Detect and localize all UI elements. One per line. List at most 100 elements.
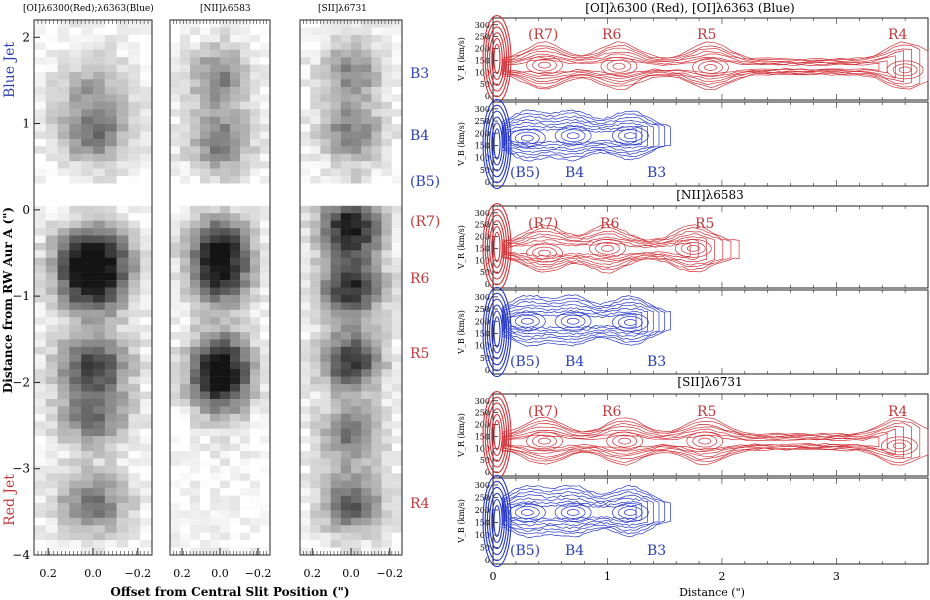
strip-cell: [93, 242, 106, 251]
strip-cell: [200, 346, 211, 355]
strip-cell: [69, 228, 82, 236]
strip-cell: [320, 250, 331, 258]
strip-cell: [45, 34, 58, 43]
strip-cell: [200, 20, 211, 28]
strip-cell: [81, 168, 94, 177]
strip-cell: [381, 146, 393, 154]
strip-cell: [381, 428, 393, 437]
v-tick-label: 50: [480, 544, 490, 553]
strip-cell: [371, 265, 382, 273]
strip-cell: [190, 131, 201, 140]
strip-cell: [128, 465, 141, 474]
strip-cell: [116, 272, 129, 281]
strip-cell: [230, 190, 241, 199]
strip-cell: [250, 146, 261, 154]
strip-cell: [116, 384, 129, 392]
strip-cell: [320, 458, 331, 467]
strip-cell: [230, 339, 241, 348]
strip-cell: [260, 339, 271, 348]
knot-contour: [892, 63, 918, 77]
strip-cell: [170, 488, 181, 496]
strip-cell: [180, 503, 191, 511]
strip-cell: [371, 124, 382, 132]
strip-cell: [69, 131, 82, 140]
strip-cell: [240, 428, 251, 437]
strip-cell: [230, 183, 241, 192]
strip-cell: [340, 198, 352, 206]
strip-cell: [180, 34, 191, 43]
v-tick-label: 250: [475, 305, 490, 314]
strip-cell: [361, 451, 372, 459]
strip-cell: [391, 146, 403, 154]
strip-cell: [381, 86, 393, 95]
strip-cell: [128, 198, 141, 206]
strip-cell: [81, 399, 94, 407]
strip-cell: [330, 324, 342, 333]
strip-cell: [170, 138, 181, 147]
strip-cell: [104, 540, 117, 548]
strip-cell: [391, 49, 403, 58]
strip-cell: [128, 428, 141, 437]
strip-cell: [310, 517, 321, 526]
strip-cell: [330, 488, 342, 496]
strip-cell: [310, 235, 321, 244]
v-tick-label: 100: [475, 444, 490, 453]
strip-cell: [220, 183, 231, 192]
strip-cell: [116, 294, 129, 303]
strip-cell: [300, 503, 311, 511]
strip-cell: [81, 250, 94, 258]
strip-cell: [220, 473, 231, 481]
strip-cell: [230, 161, 241, 169]
strip-cell: [320, 272, 331, 281]
strip-cell: [300, 198, 311, 206]
strip-cell: [45, 354, 58, 363]
strip-cell: [93, 324, 106, 333]
v-tick-label: 150: [475, 141, 490, 150]
strip-cell: [250, 451, 261, 459]
strip-cell: [200, 280, 211, 288]
strip-cell: [260, 138, 271, 147]
strip-cell: [200, 436, 211, 444]
strip-cell: [140, 242, 153, 251]
strip-cell: [391, 176, 403, 184]
strip-cell: [190, 399, 201, 407]
strip-cell: [93, 138, 106, 147]
strip-cell: [230, 42, 241, 50]
strip-cell: [361, 547, 372, 556]
strip-cell: [190, 517, 201, 526]
strip-cell: [330, 109, 342, 117]
strip-cell: [391, 495, 403, 504]
strip-cell: [220, 332, 231, 340]
strip-cell: [128, 354, 141, 363]
strip-cell: [104, 517, 117, 526]
strip-cell: [310, 183, 321, 192]
strip-cell: [116, 517, 129, 526]
strip-cell: [180, 124, 191, 132]
strip-cell: [69, 146, 82, 154]
strip-cell: [34, 287, 47, 296]
g2-red-r6: R6: [602, 404, 622, 420]
strip-cell: [220, 294, 231, 303]
strip-cell: [140, 428, 153, 437]
strip-cell: [210, 413, 221, 422]
strip-cell: [391, 42, 403, 50]
strip-cell: [330, 510, 342, 519]
strip-cell: [170, 399, 181, 407]
strip-cell: [140, 20, 153, 28]
strip-cell: [320, 280, 331, 288]
strip-cell: [200, 532, 211, 541]
strip-cell: [351, 391, 362, 400]
strip-cell: [200, 72, 211, 80]
strip-cell: [340, 86, 352, 95]
strip-cell: [210, 458, 221, 467]
strip-cell: [300, 287, 311, 296]
strip-cell: [361, 138, 372, 147]
strip-cell: [381, 168, 393, 177]
strip-cell: [128, 503, 141, 511]
strip-cell: [310, 332, 321, 340]
strip-cell: [69, 265, 82, 273]
strip-cell: [81, 495, 94, 504]
strip-cell: [320, 116, 331, 125]
strip-cell: [104, 354, 117, 363]
strip-cell: [116, 57, 129, 65]
